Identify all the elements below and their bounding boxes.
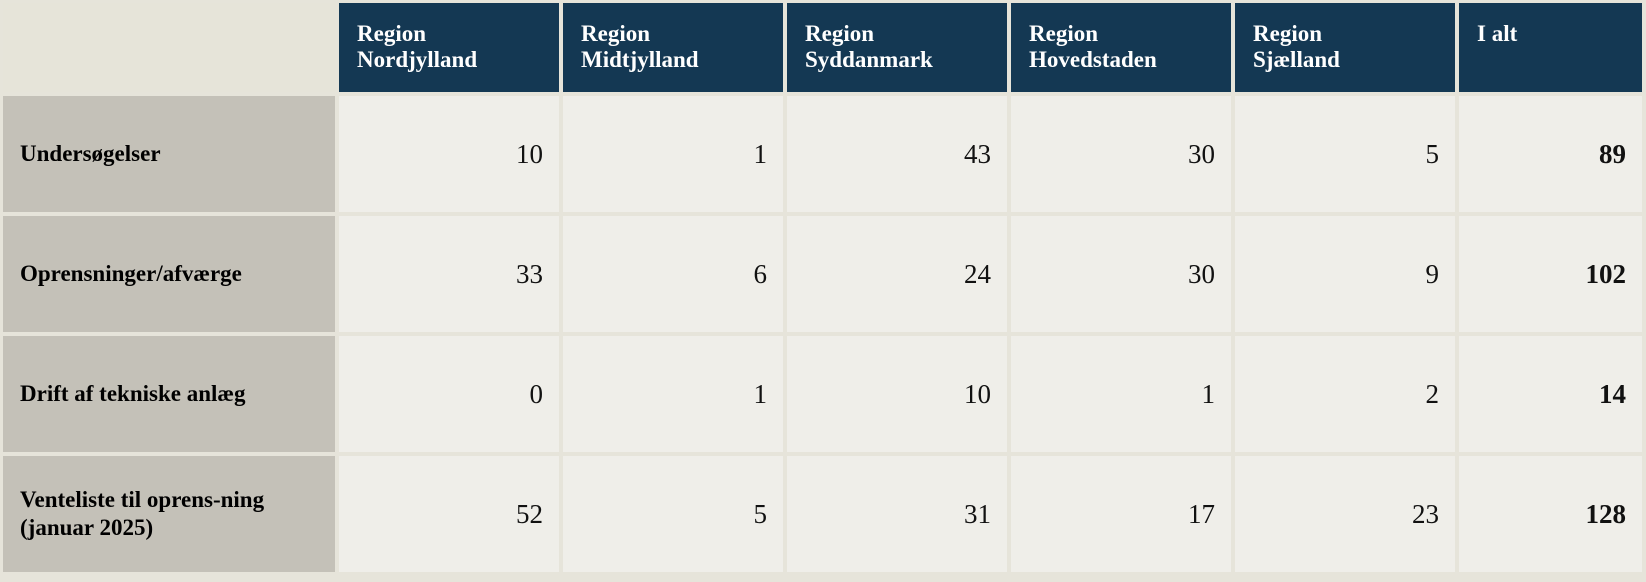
row-label-text: Undersøgelser <box>20 141 161 166</box>
value-cell: 33 <box>339 216 559 332</box>
row-label: Undersøgelser <box>3 96 335 212</box>
value-cell: 6 <box>563 216 783 332</box>
row-label-text: Oprensninger/afværge <box>20 261 242 286</box>
column-header-text: Region Syddanmark <box>805 21 933 72</box>
value-cell: 52 <box>339 456 559 572</box>
value-cell: 43 <box>787 96 1007 212</box>
value-cell: 9 <box>1235 216 1455 332</box>
total-cell: 14 <box>1459 336 1642 452</box>
value-cell: 1 <box>563 336 783 452</box>
column-header: Region Hovedstaden <box>1011 3 1231 92</box>
value-cell: 10 <box>339 96 559 212</box>
value-cell: 17 <box>1011 456 1231 572</box>
column-header-text: Region Hovedstaden <box>1029 21 1157 72</box>
total-cell: 89 <box>1459 96 1642 212</box>
table: Region Nordjylland Region Midtjylland Regi… <box>3 3 1642 572</box>
column-header: Region Sjælland <box>1235 3 1455 92</box>
value-cell: 30 <box>1011 96 1231 212</box>
corner-cell <box>3 3 335 92</box>
column-header-text: I alt <box>1477 21 1518 46</box>
column-header-text: Region Midtjylland <box>581 21 699 72</box>
value-cell: 31 <box>787 456 1007 572</box>
column-header-text: Region Sjælland <box>1253 21 1340 72</box>
value-cell: 30 <box>1011 216 1231 332</box>
value-cell: 1 <box>1011 336 1231 452</box>
value-cell: 1 <box>563 96 783 212</box>
value-cell: 23 <box>1235 456 1455 572</box>
value-cell: 2 <box>1235 336 1455 452</box>
column-header: Region Syddanmark <box>787 3 1007 92</box>
total-cell: 102 <box>1459 216 1642 332</box>
column-header: Region Midtjylland <box>563 3 783 92</box>
row-label-text: Venteliste til oprens-ning (januar 2025) <box>20 487 265 540</box>
value-cell: 5 <box>563 456 783 572</box>
column-header-text: Region Nordjylland <box>357 21 478 72</box>
column-header: I alt <box>1459 3 1642 92</box>
row-label-text: Drift af tekniske anlæg <box>20 381 246 406</box>
total-cell: 128 <box>1459 456 1642 572</box>
value-cell: 5 <box>1235 96 1455 212</box>
column-header: Region Nordjylland <box>339 3 559 92</box>
row-label: Drift af tekniske anlæg <box>3 336 335 452</box>
row-label: Oprensninger/afværge <box>3 216 335 332</box>
value-cell: 0 <box>339 336 559 452</box>
row-label: Venteliste til oprens-ning (januar 2025) <box>3 456 335 572</box>
value-cell: 10 <box>787 336 1007 452</box>
value-cell: 24 <box>787 216 1007 332</box>
